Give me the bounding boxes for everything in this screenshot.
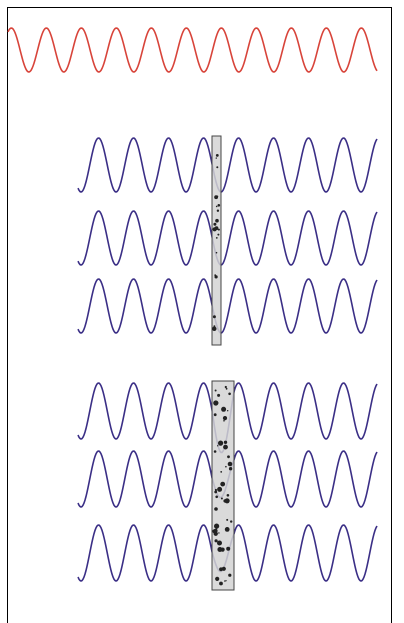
particle xyxy=(223,420,225,422)
particle xyxy=(217,196,219,198)
particle xyxy=(213,400,218,405)
particle xyxy=(213,223,216,226)
particle xyxy=(216,157,217,158)
particle xyxy=(218,204,221,207)
waves xyxy=(8,28,377,581)
particle xyxy=(217,547,222,552)
particle xyxy=(223,445,228,450)
particle xyxy=(217,394,220,397)
particle xyxy=(215,577,219,581)
particle xyxy=(221,498,223,500)
particle xyxy=(216,252,218,254)
particle xyxy=(223,499,226,502)
particle xyxy=(224,441,227,444)
particle xyxy=(228,462,233,467)
particle xyxy=(217,487,222,492)
particle xyxy=(227,410,228,411)
particle xyxy=(212,327,216,331)
particle xyxy=(215,390,217,392)
particle xyxy=(228,393,231,396)
particle xyxy=(214,507,218,511)
particle xyxy=(216,154,219,157)
particle xyxy=(215,539,218,542)
particle xyxy=(219,582,223,586)
particle xyxy=(213,315,216,318)
particle xyxy=(220,482,225,487)
wave xyxy=(78,138,377,192)
particle xyxy=(217,234,219,236)
particle xyxy=(225,386,227,388)
particle xyxy=(223,416,227,420)
particle xyxy=(222,567,226,571)
particle xyxy=(216,166,218,168)
wave xyxy=(78,211,377,265)
particle xyxy=(229,467,232,470)
particle xyxy=(225,466,227,468)
wave xyxy=(8,28,377,72)
particle xyxy=(216,237,218,239)
particle xyxy=(218,441,223,446)
particle xyxy=(214,529,218,533)
particle xyxy=(214,413,217,416)
figure xyxy=(0,0,404,623)
particle xyxy=(227,455,230,458)
particle xyxy=(221,407,226,412)
particle xyxy=(218,532,219,533)
particle xyxy=(228,574,231,577)
particle xyxy=(215,219,219,223)
particle xyxy=(226,388,228,390)
particle xyxy=(213,325,215,327)
particle xyxy=(226,519,228,521)
particle xyxy=(227,494,230,497)
particle xyxy=(217,541,222,546)
particle xyxy=(217,445,218,446)
strips xyxy=(212,136,234,590)
particle xyxy=(215,226,219,230)
particle xyxy=(214,450,217,453)
particle xyxy=(214,491,217,494)
particle xyxy=(220,471,222,473)
particle xyxy=(226,547,230,551)
particle xyxy=(215,275,218,278)
particle xyxy=(217,210,219,212)
particle xyxy=(230,520,232,522)
particle xyxy=(226,580,227,581)
particle xyxy=(216,206,218,208)
particle xyxy=(225,527,230,532)
particle xyxy=(224,580,226,582)
wave xyxy=(78,279,377,333)
particle xyxy=(215,496,218,499)
